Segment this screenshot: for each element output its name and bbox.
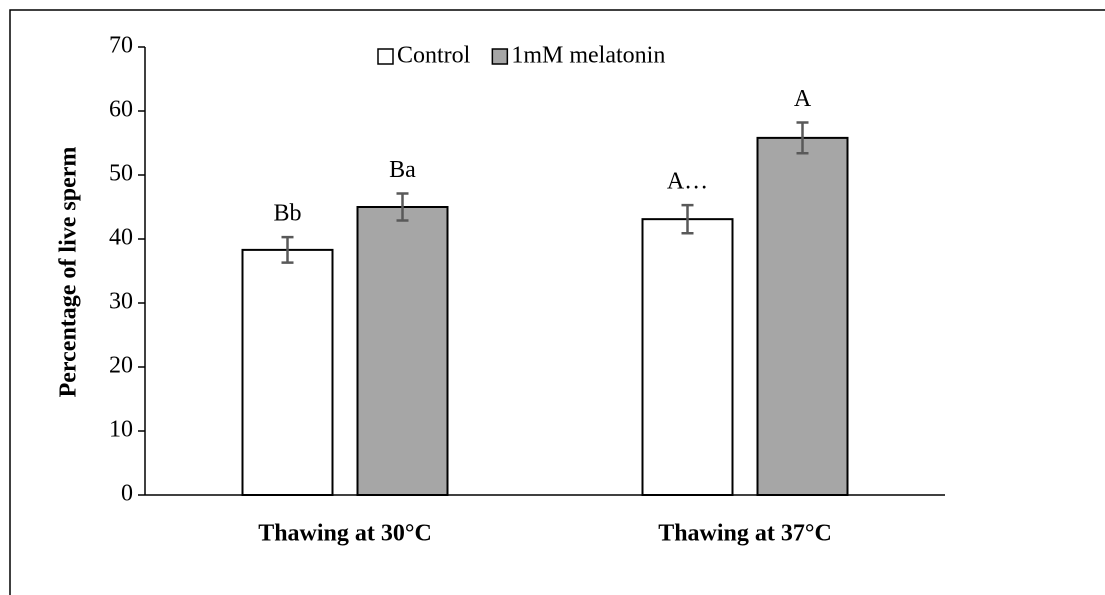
- legend-label: 1mM melatonin: [511, 43, 665, 69]
- legend-label: Control: [397, 43, 471, 69]
- legend-swatch: [491, 48, 509, 65]
- y-tick-label: 10: [109, 417, 133, 443]
- y-tick-label: 70: [109, 33, 133, 59]
- x-tick-label: Thawing at 30°C: [258, 521, 432, 547]
- legend-swatch: [377, 48, 394, 65]
- y-tick-label: 60: [109, 97, 133, 123]
- bar: [756, 136, 849, 496]
- bar: [241, 248, 334, 496]
- error-bar: [796, 121, 809, 155]
- error-bar: [681, 203, 694, 235]
- bar-annotation: A: [794, 86, 812, 112]
- bar: [641, 218, 734, 496]
- chart-frame: [9, 9, 1105, 595]
- y-tick-label: 0: [121, 481, 133, 507]
- error-bar: [281, 235, 294, 264]
- bar: [356, 206, 449, 496]
- y-tick-label: 30: [109, 289, 133, 315]
- bar-annotation: Ba: [389, 157, 416, 183]
- error-bar: [396, 192, 409, 222]
- y-tick-label: 50: [109, 161, 133, 187]
- bar-annotation: Bb: [273, 201, 301, 227]
- bar-annotation: A…: [667, 169, 708, 195]
- x-tick-label: Thawing at 37°C: [658, 521, 832, 547]
- y-axis-title: Percentage of live sperm: [56, 147, 82, 398]
- y-tick-label: 40: [109, 225, 133, 251]
- y-tick-label: 20: [109, 353, 133, 379]
